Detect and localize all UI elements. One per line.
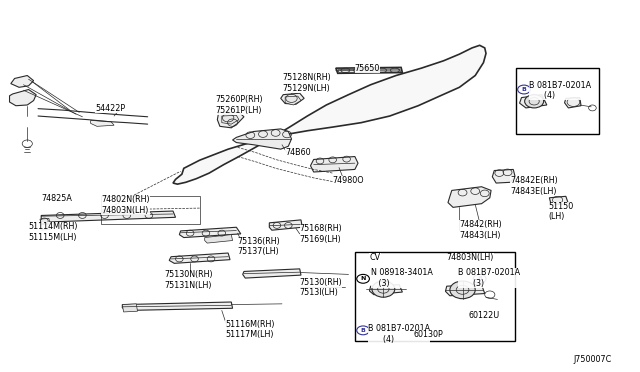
Text: 51150
(LH): 51150 (LH) — [548, 202, 573, 221]
Polygon shape — [91, 121, 114, 126]
Text: 75260P(RH)
75261P(LH): 75260P(RH) 75261P(LH) — [216, 95, 263, 115]
Polygon shape — [338, 69, 401, 73]
Text: B 081B7-0201A
      (4): B 081B7-0201A (4) — [529, 81, 591, 100]
Text: 75130(RH)
7513I(LH): 75130(RH) 7513I(LH) — [300, 278, 342, 297]
Polygon shape — [169, 253, 230, 263]
Polygon shape — [269, 220, 302, 230]
Ellipse shape — [525, 94, 543, 108]
Polygon shape — [173, 45, 486, 184]
Ellipse shape — [372, 281, 395, 297]
Text: 60122U: 60122U — [469, 311, 500, 320]
Text: B: B — [477, 276, 482, 281]
Text: 75136(RH)
75137(LH): 75136(RH) 75137(LH) — [237, 237, 280, 256]
Text: 75168(RH)
75169(LH): 75168(RH) 75169(LH) — [300, 224, 342, 244]
Text: B 081B7-0201A
      (3): B 081B7-0201A (3) — [458, 268, 520, 288]
Text: 75650: 75650 — [355, 64, 380, 73]
Polygon shape — [10, 90, 36, 106]
Polygon shape — [122, 302, 232, 311]
Text: 51114M(RH)
51115M(LH): 51114M(RH) 51115M(LH) — [29, 222, 78, 242]
Polygon shape — [222, 115, 239, 124]
Polygon shape — [285, 96, 301, 105]
Text: 75128N(RH)
75129N(LH): 75128N(RH) 75129N(LH) — [282, 73, 331, 93]
Bar — [355, 252, 515, 341]
Polygon shape — [218, 112, 244, 128]
Text: 51116M(RH)
51117M(LH): 51116M(RH) 51117M(LH) — [225, 320, 275, 339]
Polygon shape — [310, 157, 358, 172]
Text: N 08918-3401A
   (3): N 08918-3401A (3) — [371, 268, 433, 288]
Polygon shape — [564, 97, 581, 108]
Polygon shape — [232, 129, 291, 149]
Bar — [101, 196, 200, 224]
Polygon shape — [448, 187, 491, 207]
Text: 74980O: 74980O — [333, 176, 364, 185]
Polygon shape — [549, 196, 568, 205]
Text: N: N — [360, 276, 366, 281]
Polygon shape — [122, 304, 138, 312]
Polygon shape — [205, 235, 232, 243]
Text: CV: CV — [369, 253, 381, 262]
Polygon shape — [445, 285, 484, 296]
Polygon shape — [520, 94, 547, 108]
Polygon shape — [11, 76, 34, 87]
Ellipse shape — [450, 281, 476, 299]
Text: 74803N(LH): 74803N(LH) — [447, 253, 494, 262]
Polygon shape — [281, 93, 304, 104]
Bar — [516, 68, 599, 134]
Text: 74842(RH)
74843(LH): 74842(RH) 74843(LH) — [460, 221, 502, 240]
Polygon shape — [369, 285, 403, 295]
Polygon shape — [492, 169, 515, 183]
Text: B: B — [522, 87, 527, 92]
Text: 54422P: 54422P — [95, 104, 125, 113]
Text: 60130P: 60130P — [414, 330, 444, 339]
Text: 74842E(RH)
74843E(LH): 74842E(RH) 74843E(LH) — [510, 176, 558, 196]
Text: B: B — [361, 328, 365, 333]
Text: 74825A: 74825A — [41, 195, 72, 203]
Polygon shape — [243, 269, 301, 278]
Text: B 081B7-0201A
      (4): B 081B7-0201A (4) — [367, 324, 429, 344]
Polygon shape — [40, 218, 50, 224]
Text: 75130N(RH)
75131N(LH): 75130N(RH) 75131N(LH) — [164, 270, 213, 290]
Polygon shape — [40, 224, 50, 230]
Polygon shape — [336, 67, 403, 73]
Text: 74802N(RH)
74803N(LH): 74802N(RH) 74803N(LH) — [101, 195, 150, 215]
Text: 74B60: 74B60 — [285, 148, 311, 157]
Polygon shape — [179, 227, 241, 238]
Polygon shape — [41, 211, 175, 222]
Text: J750007C: J750007C — [573, 355, 611, 364]
